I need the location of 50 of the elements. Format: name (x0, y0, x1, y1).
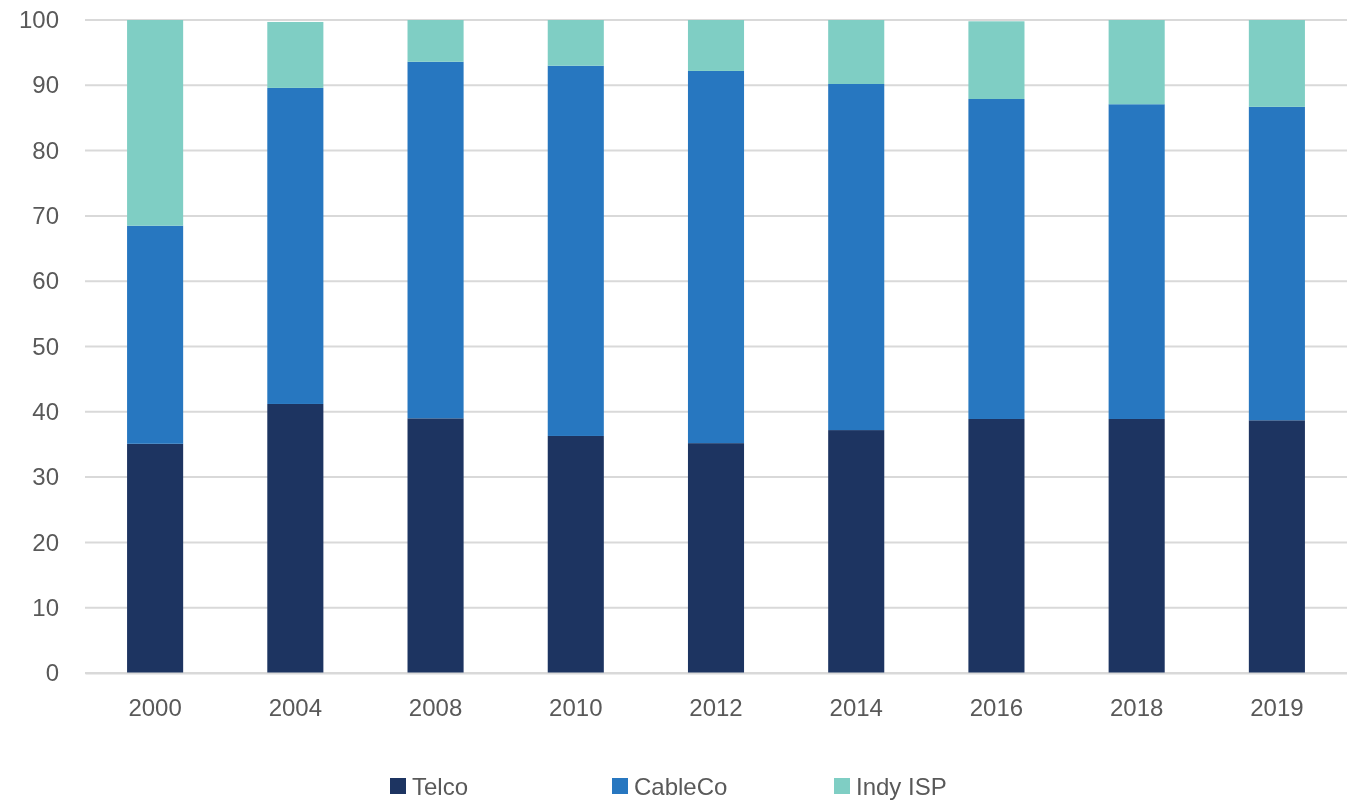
y-tick-label: 10 (32, 593, 59, 621)
bar (1108, 418, 1165, 673)
x-tick-label: 2004 (268, 694, 323, 722)
bar (1248, 106, 1305, 421)
bar (968, 418, 1025, 673)
y-tick-label: 30 (32, 463, 59, 491)
legend-label: CableCo (634, 773, 728, 801)
bar (828, 83, 885, 431)
y-tick-label: 0 (45, 659, 59, 687)
x-tick-label: 2008 (408, 694, 463, 722)
bar (968, 99, 1025, 419)
bar (267, 403, 324, 673)
bar (407, 20, 464, 62)
bar (828, 20, 885, 84)
bar (1248, 420, 1305, 673)
y-tick-label: 20 (32, 528, 59, 556)
legend-label: Indy ISP (856, 773, 947, 801)
bar (127, 225, 184, 444)
x-tick-label: 2016 (969, 694, 1024, 722)
bar (828, 430, 885, 673)
bar (687, 443, 745, 673)
legend-label: Telco (412, 773, 469, 801)
bar (547, 20, 604, 66)
bar (267, 87, 324, 404)
bar (547, 65, 604, 436)
x-tick-label: 2014 (829, 694, 883, 722)
y-tick-label: 40 (32, 397, 59, 425)
x-tick-label: 2012 (689, 694, 743, 722)
y-tick-label: 50 (32, 332, 59, 360)
x-tick-label: 2010 (549, 694, 603, 722)
bar (547, 435, 604, 673)
bar (687, 20, 745, 71)
y-tick-label: 60 (32, 267, 59, 295)
x-tick-label: 2000 (128, 694, 182, 722)
x-tick-label: 2018 (1109, 694, 1164, 722)
bar (968, 21, 1025, 100)
bar (267, 21, 324, 88)
y-tick-label: 80 (32, 136, 59, 164)
y-tick-label: 70 (32, 202, 59, 230)
bar (407, 61, 464, 419)
bar (127, 443, 184, 673)
bar (1108, 104, 1165, 419)
bar (687, 70, 745, 444)
bar (1248, 20, 1305, 107)
y-tick-label: 100 (18, 6, 59, 34)
bar (127, 20, 184, 226)
bar (407, 418, 464, 673)
x-tick-label: 2019 (1250, 694, 1304, 722)
y-tick-label: 90 (32, 71, 59, 99)
bar (1108, 20, 1165, 105)
